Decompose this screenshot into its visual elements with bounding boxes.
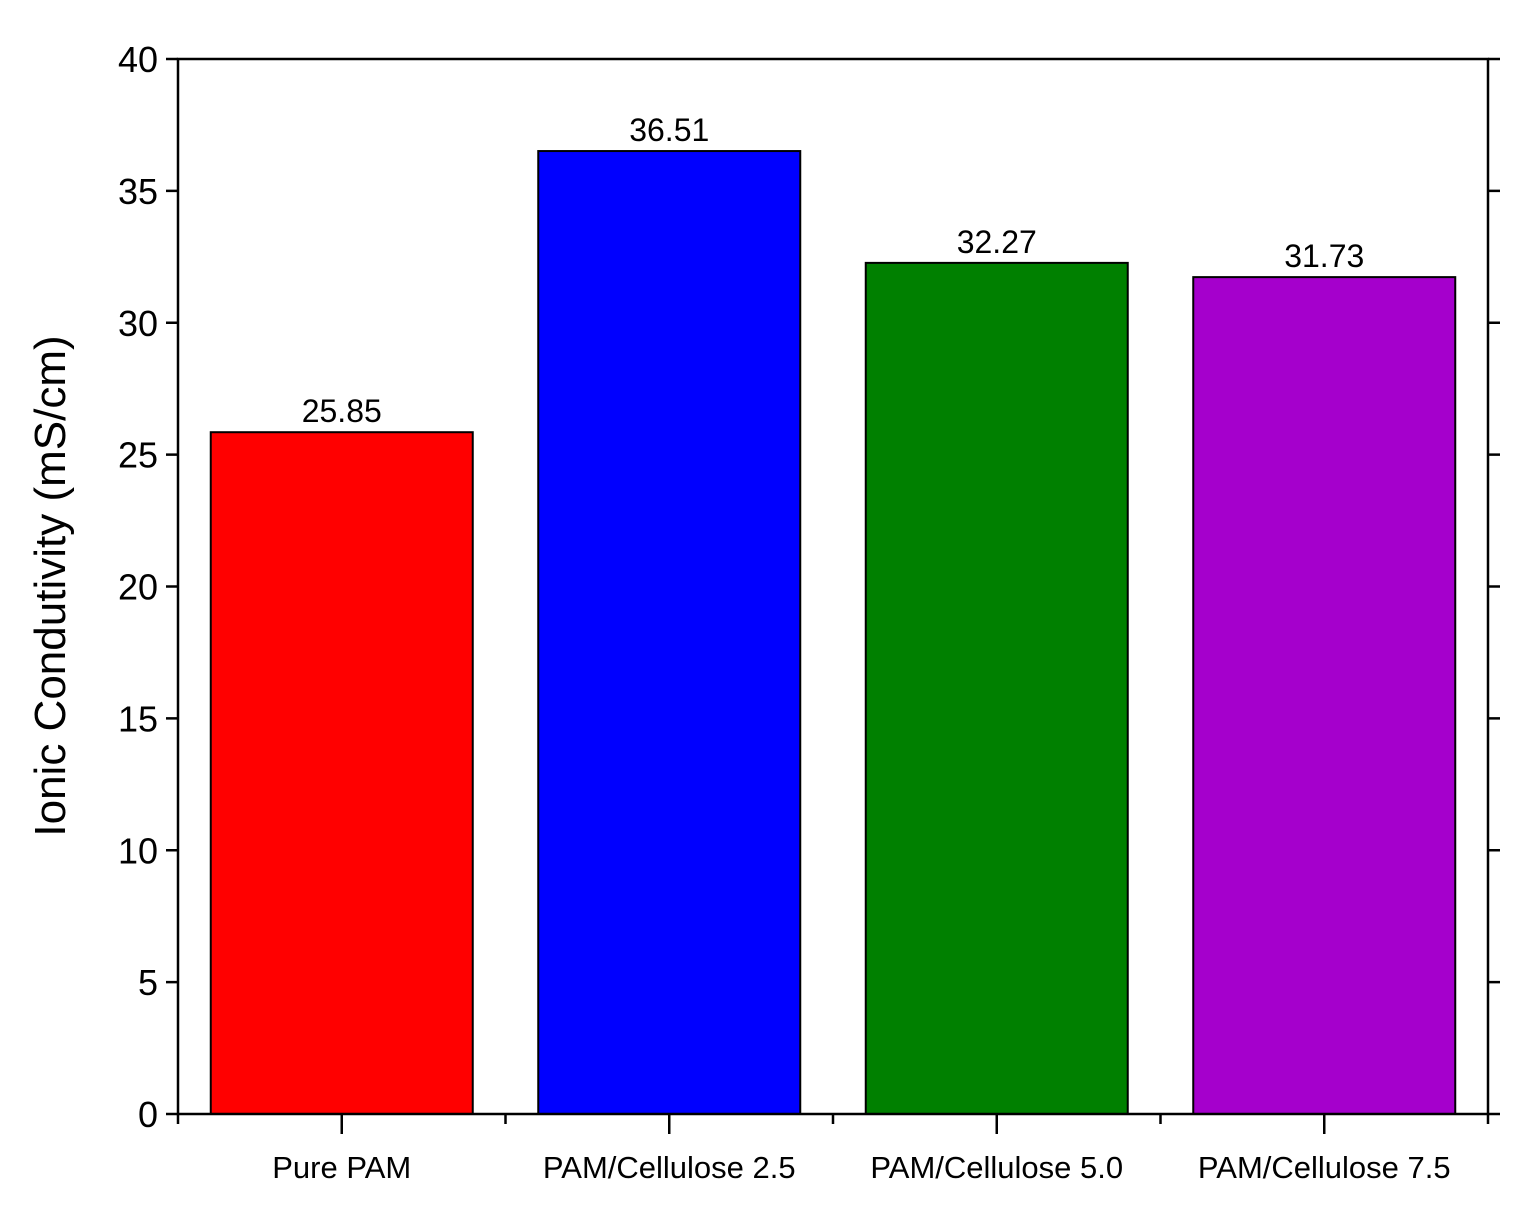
y-tick-label: 10 bbox=[118, 830, 158, 871]
y-tick-label: 40 bbox=[118, 39, 158, 80]
plot-frame bbox=[176, 57, 1490, 1116]
bar bbox=[864, 261, 1129, 1116]
value-label: 32.27 bbox=[957, 224, 1037, 260]
value-label: 25.85 bbox=[302, 393, 382, 429]
y-tick-label: 20 bbox=[118, 567, 158, 608]
x-tick-label: PAM/Cellulose 7.5 bbox=[1198, 1150, 1451, 1185]
y-axis-title: Ionic Condutivity (mS/cm) bbox=[26, 335, 75, 836]
x-tick-label: PAM/Cellulose 2.5 bbox=[543, 1150, 796, 1185]
value-label: 36.51 bbox=[629, 112, 709, 148]
bar bbox=[209, 431, 474, 1115]
y-tick-label: 35 bbox=[118, 171, 158, 212]
y-tick-label: 25 bbox=[118, 435, 158, 476]
y-tick-label: 30 bbox=[118, 303, 158, 344]
x-tick-label: PAM/Cellulose 5.0 bbox=[870, 1150, 1123, 1185]
bar bbox=[1192, 276, 1457, 1115]
x-tick-label: Pure PAM bbox=[272, 1150, 411, 1185]
y-tick-label: 15 bbox=[118, 698, 158, 739]
bar bbox=[537, 150, 802, 1115]
y-tick-label: 5 bbox=[138, 962, 158, 1003]
y-tick-label: 0 bbox=[138, 1094, 158, 1135]
value-label: 31.73 bbox=[1284, 238, 1364, 274]
